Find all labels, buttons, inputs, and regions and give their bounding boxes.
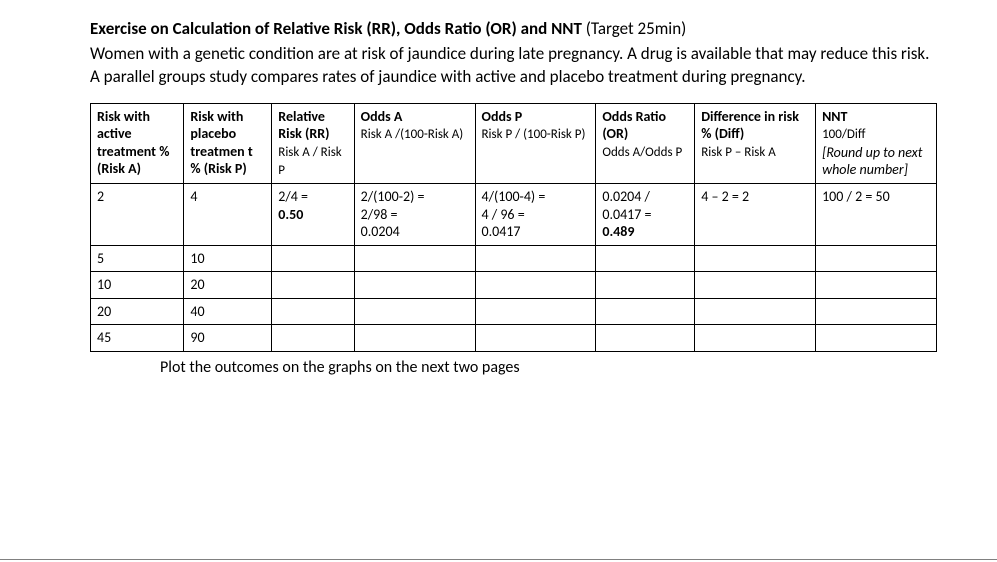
table-row: 10 20 <box>91 272 937 299</box>
col-or-sub: Odds A/Odds P <box>602 145 682 160</box>
intro-text: Women with a genetic condition are at ri… <box>90 43 937 89</box>
title-tail: (Target 25min) <box>582 18 686 39</box>
cell-rr <box>272 298 354 325</box>
cell-odds-p <box>475 272 596 299</box>
cell-risk-p: 4 <box>184 184 272 246</box>
or-line3: 0.489 <box>602 223 634 240</box>
col-odds-a-sub: Risk A /(100-Risk A) <box>361 127 464 142</box>
col-diff-label: Difference in risk % (Diff) <box>701 108 799 143</box>
col-risk-p-label: Risk with placebo treatmen t % (Risk P) <box>190 108 252 178</box>
cell-odds-a <box>354 245 475 272</box>
oddsp-line3: 0.0417 <box>482 223 521 240</box>
oddsa-line3: 0.0204 <box>361 223 400 240</box>
col-odds-a: Odds A Risk A /(100-Risk A) <box>354 103 475 184</box>
cell-nnt <box>816 272 937 299</box>
col-diff: Difference in risk % (Diff) Risk P – Ris… <box>695 103 816 184</box>
cell-rr <box>272 245 354 272</box>
cell-odds-p <box>475 325 596 352</box>
table-row: 2 4 2/4 = 0.50 2/(100-2) = 2/98 = 0.0204… <box>91 184 937 246</box>
footer-note: Plot the outcomes on the graphs on the n… <box>90 358 937 377</box>
oddsa-line2: 2/98 = <box>361 206 398 223</box>
cell-diff: 4 – 2 = 2 <box>695 184 816 246</box>
col-risk-p: Risk with placebo treatmen t % (Risk P) <box>184 103 272 184</box>
col-or-label: Odds Ratio (OR) <box>602 108 666 143</box>
exercise-page: Exercise on Calculation of Relative Risk… <box>0 0 997 562</box>
cell-odds-p: 4/(100-4) = 4 / 96 = 0.0417 <box>475 184 596 246</box>
calculation-table: Risk with active treatment % (Risk A) Ri… <box>90 103 937 352</box>
cell-nnt <box>816 298 937 325</box>
cell-risk-a: 10 <box>91 272 184 299</box>
cell-risk-a: 2 <box>91 184 184 246</box>
col-nnt: NNT 100/Diff [Round up to next whole num… <box>816 103 937 184</box>
oddsp-line1: 4/(100-4) = <box>482 188 546 205</box>
cell-diff <box>695 245 816 272</box>
col-odds-p-sub: Risk P / (100-Risk P) <box>482 127 586 142</box>
col-diff-sub: Risk P – Risk A <box>701 145 776 160</box>
col-rr-label: Relative Risk (RR) <box>278 108 329 143</box>
or-line1: 0.0204 / <box>602 188 650 205</box>
cell-diff <box>695 298 816 325</box>
oddsa-line1: 2/(100-2) = <box>361 188 425 205</box>
cell-diff <box>695 272 816 299</box>
cell-or <box>596 272 695 299</box>
cell-rr: 2/4 = 0.50 <box>272 184 354 246</box>
col-risk-a-label: Risk with active treatment % (Risk A) <box>97 108 169 178</box>
or-line2: 0.0417 = <box>602 206 651 223</box>
col-risk-a: Risk with active treatment % (Risk A) <box>91 103 184 184</box>
cell-nnt <box>816 325 937 352</box>
page-bottom-rule <box>0 559 997 560</box>
col-odds-a-label: Odds A <box>361 108 403 125</box>
col-nnt-label: NNT <box>822 108 847 125</box>
col-rr: Relative Risk (RR) Risk A / Risk P <box>272 103 354 184</box>
cell-or <box>596 298 695 325</box>
cell-risk-p: 90 <box>184 325 272 352</box>
cell-nnt <box>816 245 937 272</box>
page-title: Exercise on Calculation of Relative Risk… <box>90 18 937 41</box>
cell-or: 0.0204 / 0.0417 = 0.489 <box>596 184 695 246</box>
cell-risk-a: 5 <box>91 245 184 272</box>
cell-odds-a <box>354 298 475 325</box>
oddsp-line2: 4 / 96 = <box>482 206 525 223</box>
col-nnt-ital: [Round up to next whole number] <box>822 144 922 179</box>
cell-odds-p <box>475 298 596 325</box>
cell-or <box>596 245 695 272</box>
cell-odds-a: 2/(100-2) = 2/98 = 0.0204 <box>354 184 475 246</box>
cell-risk-a: 45 <box>91 325 184 352</box>
cell-odds-a <box>354 325 475 352</box>
col-odds-p: Odds P Risk P / (100-Risk P) <box>475 103 596 184</box>
cell-rr <box>272 272 354 299</box>
cell-diff <box>695 325 816 352</box>
cell-risk-p: 40 <box>184 298 272 325</box>
cell-odds-p <box>475 245 596 272</box>
cell-risk-p: 20 <box>184 272 272 299</box>
cell-odds-a <box>354 272 475 299</box>
title-bold: Exercise on Calculation of Relative Risk… <box>90 18 582 39</box>
header-row: Risk with active treatment % (Risk A) Ri… <box>91 103 937 184</box>
col-rr-sub: Risk A / Risk P <box>278 145 341 178</box>
rr-line1: 2/4 = <box>278 188 308 205</box>
table-row: 45 90 <box>91 325 937 352</box>
col-or: Odds Ratio (OR) Odds A/Odds P <box>596 103 695 184</box>
table-row: 5 10 <box>91 245 937 272</box>
col-nnt-sub: 100/Diff <box>822 127 865 142</box>
cell-risk-p: 10 <box>184 245 272 272</box>
cell-nnt: 100 / 2 = 50 <box>816 184 937 246</box>
cell-risk-a: 20 <box>91 298 184 325</box>
cell-rr <box>272 325 354 352</box>
col-odds-p-label: Odds P <box>482 108 523 125</box>
table-row: 20 40 <box>91 298 937 325</box>
rr-line2: 0.50 <box>278 206 303 223</box>
cell-or <box>596 325 695 352</box>
